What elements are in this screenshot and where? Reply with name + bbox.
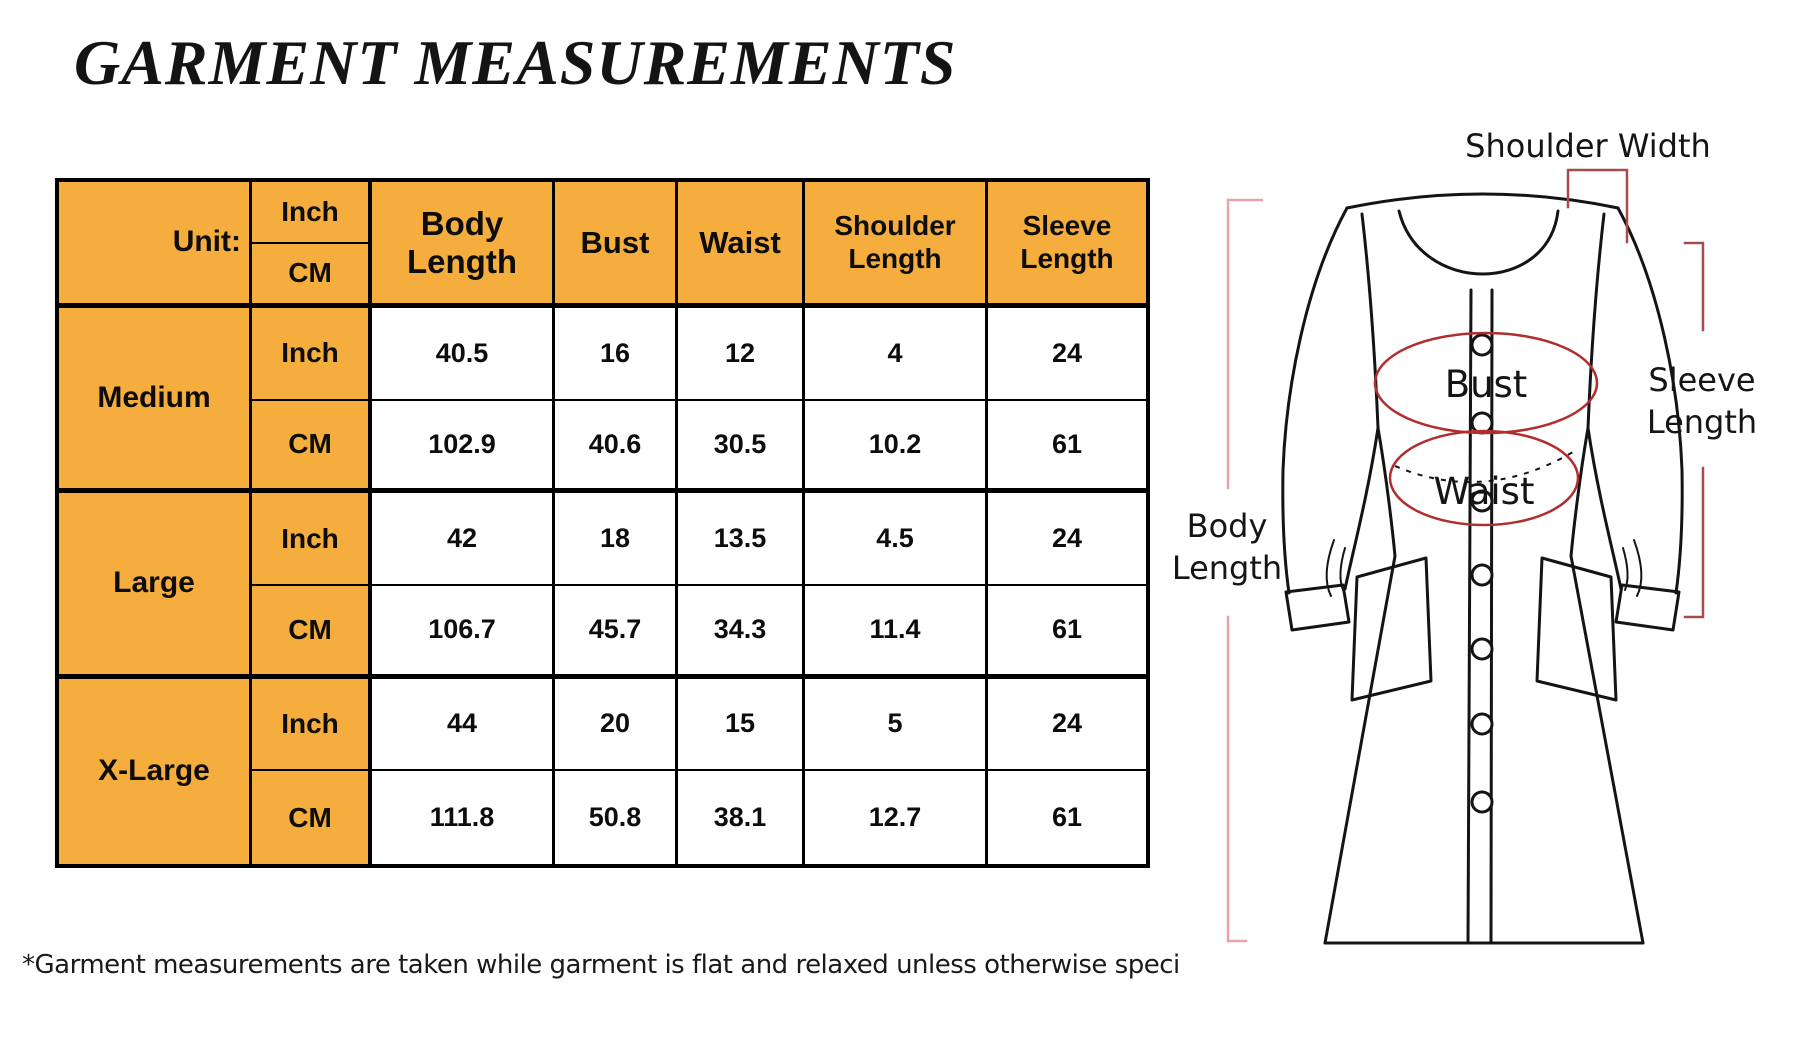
bust-label: Bust: [1445, 363, 1528, 406]
row-label: Inch: [252, 308, 372, 401]
cell-xlarge-cm-sleeve: 61: [988, 771, 1146, 864]
cell-large-cm-bust: 45.7: [555, 585, 678, 679]
cell-large-inch-body-length: 42: [372, 493, 555, 586]
body-length-label: Body Length: [1171, 507, 1283, 587]
garment-cuff-right: [1614, 583, 1681, 632]
footnote: *Garment measurements are taken while ga…: [22, 950, 1180, 980]
cell-medium-cm-sleeve: 61: [988, 400, 1146, 494]
cell-medium-cm-shoulder: 10.2: [805, 400, 988, 494]
col-header-sleeve-length: Sleeve Length: [988, 182, 1146, 308]
cell-large-inch-sleeve: 24: [988, 493, 1146, 586]
garment-diagram: Bust Waist: [1226, 168, 1705, 945]
row-label: Inch: [252, 493, 372, 586]
cell-medium-inch-waist: 12: [678, 308, 805, 401]
bust-measure-ellipse: [1373, 331, 1599, 435]
cell-medium-cm-body-length: 102.9: [372, 400, 555, 494]
cell-xlarge-cm-shoulder: 12.7: [805, 771, 988, 864]
row-label: Inch: [252, 678, 372, 772]
cell-medium-inch-shoulder: 4: [805, 308, 988, 401]
sleeve-gather-left: [1325, 539, 1346, 597]
cell-xlarge-cm-waist: 38.1: [678, 771, 805, 864]
button: [1470, 563, 1494, 587]
cell-large-cm-body-length: 106.7: [372, 585, 555, 679]
size-label-large: Large: [59, 493, 252, 679]
unit-header-label: Unit:: [59, 182, 252, 308]
garment-armhole-left: [1360, 212, 1380, 430]
sleeve-length-bracket-bottom: [1683, 466, 1705, 619]
shoulder-width-bracket: [1566, 168, 1629, 244]
cell-large-cm-shoulder: 11.4: [805, 585, 988, 679]
cell-xlarge-inch-waist: 15: [678, 678, 805, 772]
button: [1470, 712, 1494, 736]
garment-sleeve-inner-left: [1343, 426, 1380, 591]
cell-medium-cm-bust: 40.6: [555, 400, 678, 494]
size-label-medium: Medium: [59, 308, 252, 494]
cell-xlarge-inch-sleeve: 24: [988, 678, 1146, 772]
garment-pocket-right: [1535, 556, 1618, 702]
unit-header-options: Inch CM: [252, 182, 372, 308]
cell-xlarge-inch-bust: 20: [555, 678, 678, 772]
unit-option-cm: CM: [288, 257, 332, 289]
button: [1470, 489, 1494, 513]
row-label: CM: [252, 400, 372, 494]
button: [1470, 333, 1494, 357]
sleeve-length-label: Sleeve Length: [1646, 361, 1758, 441]
garment-shoulder-top: [1345, 192, 1620, 210]
sleeve-gather-right: [1622, 539, 1643, 597]
waist-label: Waist: [1434, 470, 1535, 513]
col-header-bust: Bust: [555, 182, 678, 308]
col-header-waist: Waist: [678, 182, 805, 308]
garment-neckline: [1397, 209, 1560, 276]
row-label: CM: [252, 585, 372, 679]
garment-placket-left-line: [1466, 288, 1473, 945]
waist-measure-ellipse: [1388, 429, 1580, 527]
button: [1470, 637, 1494, 661]
page-title: GARMENT MEASUREMENTS: [74, 27, 957, 98]
button: [1470, 790, 1494, 814]
garment-pocket-left: [1350, 556, 1433, 702]
cell-medium-inch-bust: 16: [555, 308, 678, 401]
cell-xlarge-cm-body-length: 111.8: [372, 771, 555, 864]
shoulder-width-label: Shoulder Width: [1465, 127, 1711, 165]
cell-large-inch-waist: 13.5: [678, 493, 805, 586]
garment-armhole-right: [1586, 212, 1606, 430]
size-label-x-large: X-Large: [59, 678, 252, 864]
garment-placket-right-line: [1489, 288, 1494, 945]
garment-body-right: [1569, 426, 1645, 945]
cell-medium-cm-waist: 30.5: [678, 400, 805, 494]
cell-xlarge-cm-bust: 50.8: [555, 771, 678, 864]
cell-large-cm-sleeve: 61: [988, 585, 1146, 679]
cell-xlarge-inch-shoulder: 5: [805, 678, 988, 772]
cell-large-inch-bust: 18: [555, 493, 678, 586]
unit-option-inch: Inch: [252, 182, 368, 244]
garment-measurements-table: Unit: Inch CM Body Length Bust Waist Sho…: [55, 178, 1150, 868]
cell-medium-inch-body-length: 40.5: [372, 308, 555, 401]
cell-xlarge-inch-body-length: 44: [372, 678, 555, 772]
col-header-shoulder-length: Shoulder Length: [805, 182, 988, 308]
garment-sleeve-outer-right: [1616, 206, 1684, 595]
sleeve-length-bracket-top: [1683, 241, 1705, 332]
col-header-body-length: Body Length: [372, 182, 555, 308]
cell-large-cm-waist: 34.3: [678, 585, 805, 679]
row-label: CM: [252, 771, 372, 864]
body-length-line-top: [1226, 198, 1264, 490]
garment-cuff-left: [1284, 583, 1351, 632]
garment-sleeve-inner-right: [1586, 426, 1623, 591]
garment-body-left: [1323, 426, 1397, 945]
cell-medium-inch-sleeve: 24: [988, 308, 1146, 401]
cell-large-inch-shoulder: 4.5: [805, 493, 988, 586]
body-length-line-bottom: [1226, 615, 1248, 943]
garment-sleeve-outer-left: [1281, 206, 1349, 595]
